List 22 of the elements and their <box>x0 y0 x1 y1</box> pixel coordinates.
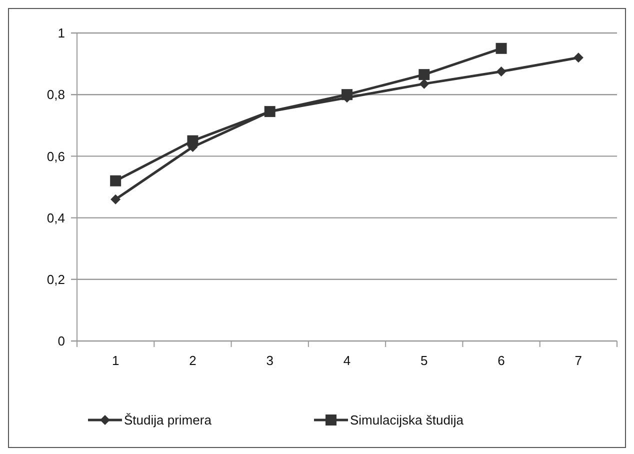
x-tick-label: 5 <box>420 353 428 368</box>
legend-label: Simulacijska študija <box>350 412 464 428</box>
y-tick-label: 0,6 <box>46 148 65 164</box>
y-tick-label: 0,2 <box>46 272 65 287</box>
point <box>418 69 430 80</box>
y-tick-label: 0,8 <box>46 87 65 102</box>
point <box>496 42 507 54</box>
y-tick-label: 0 <box>58 334 65 349</box>
point <box>419 78 430 89</box>
point <box>110 194 121 204</box>
x-tick-label: 7 <box>574 353 582 368</box>
x-tick-label: 4 <box>343 353 351 368</box>
point <box>110 175 122 186</box>
y-tick-label: 1 <box>58 26 65 41</box>
x-tick-label: 2 <box>189 353 196 368</box>
x-tick-label: 3 <box>266 353 274 368</box>
legend-label: Študija primera <box>124 412 212 428</box>
point <box>496 66 506 76</box>
y-tick-label: 0,4 <box>46 210 65 226</box>
x-tick-label: 1 <box>112 353 120 368</box>
x-tick-label: 6 <box>498 353 505 368</box>
point <box>573 52 584 63</box>
